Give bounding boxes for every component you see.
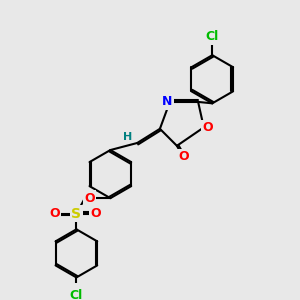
Text: S: S (71, 207, 81, 221)
Text: O: O (90, 207, 101, 220)
Text: H: H (123, 132, 132, 142)
Text: O: O (203, 121, 213, 134)
Text: Cl: Cl (206, 30, 219, 43)
Text: O: O (179, 150, 189, 163)
Text: N: N (162, 95, 173, 108)
Text: O: O (84, 192, 95, 205)
Text: Cl: Cl (70, 289, 83, 300)
Text: O: O (49, 207, 60, 220)
